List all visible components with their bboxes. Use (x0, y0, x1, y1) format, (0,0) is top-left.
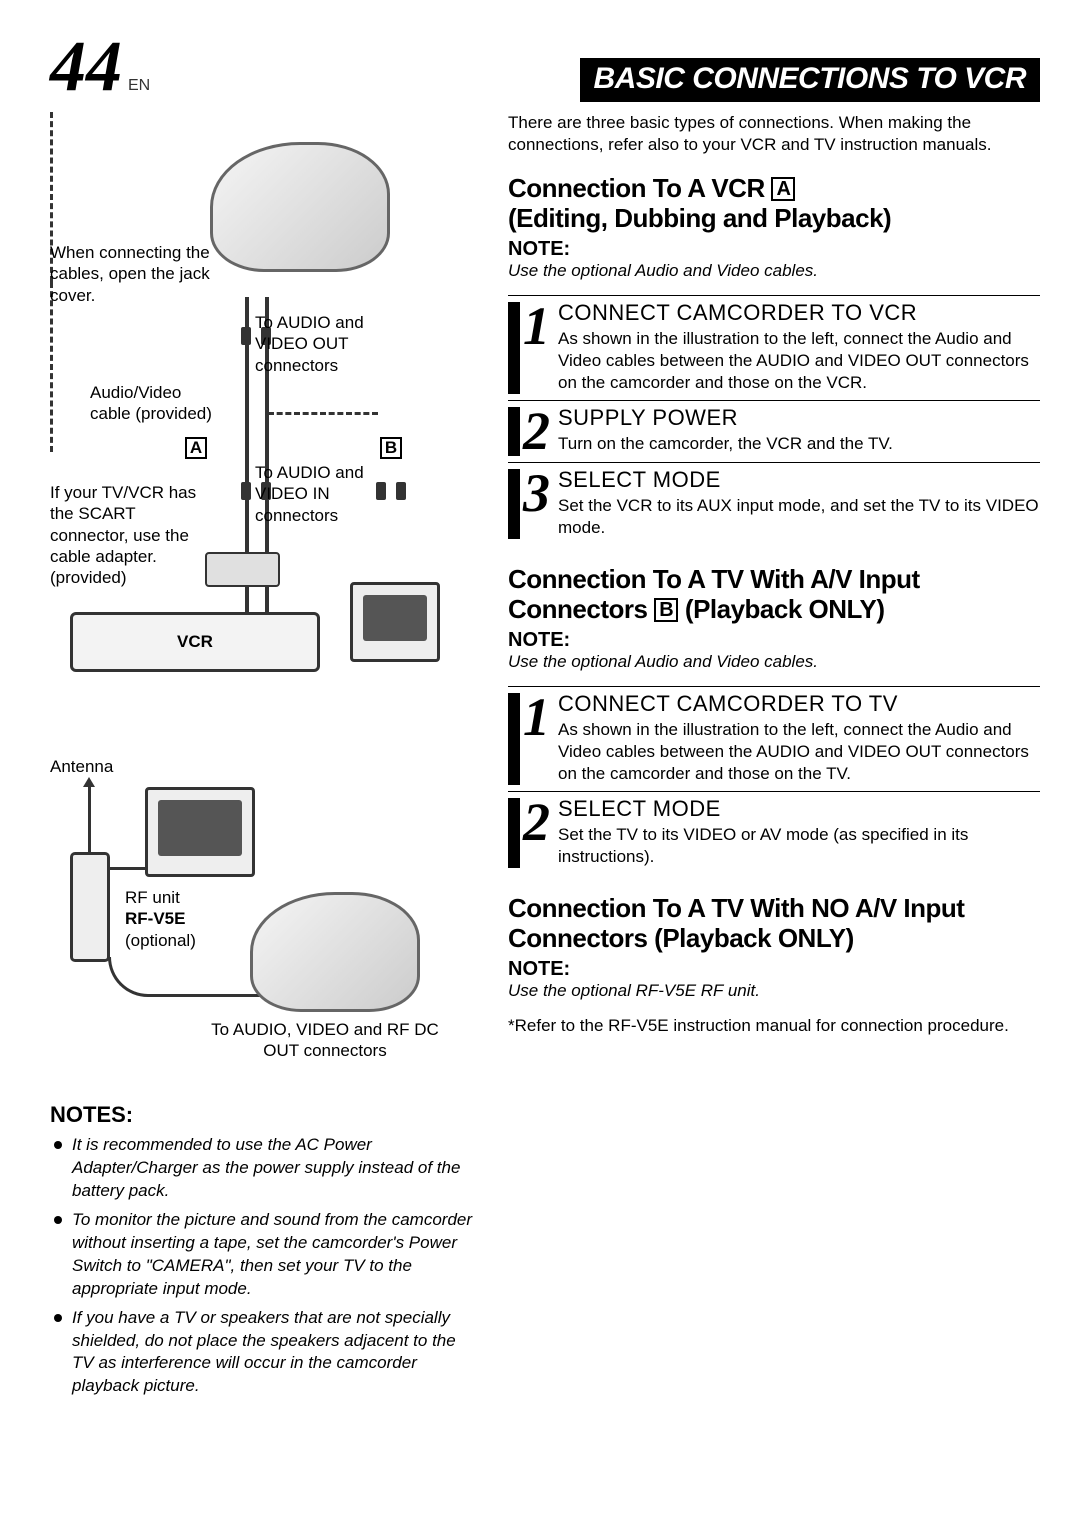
step-item: 1 CONNECT CAMCORDER TO VCR As shown in t… (508, 295, 1040, 394)
vcr-icon: VCR (70, 612, 320, 672)
cable-line (108, 867, 148, 870)
label-scart: If your TV/VCR has the SCART connector, … (50, 482, 215, 588)
step-item: 2 SELECT MODE Set the TV to its VIDEO or… (508, 791, 1040, 868)
note-body: Use the optional Audio and Video cables. (508, 261, 1040, 281)
heading-sub: (Editing, Dubbing and Playback) (508, 203, 891, 233)
camcorder-icon (200, 122, 400, 292)
step-content: SUPPLY POWER Turn on the camcorder, the … (552, 405, 1040, 456)
label-rf-unit: RF unit RF-V5E (optional) (125, 887, 196, 951)
connector-icon (396, 482, 406, 500)
heading-box-a: A (771, 177, 795, 201)
note-label: NOTE: (508, 238, 1040, 261)
note-item: It is recommended to use the AC Power Ad… (50, 1134, 480, 1203)
step-number: 1 (508, 693, 552, 785)
page-number: 44 EN (50, 30, 150, 102)
scart-adapter-icon (205, 552, 280, 587)
title-banner: BASIC CONNECTIONS TO VCR (580, 58, 1040, 102)
label-av-in: To AUDIO and VIDEO IN connectors (255, 462, 375, 526)
label-box-a: A (185, 437, 207, 459)
step-title: SUPPLY POWER (558, 405, 1040, 431)
connector-icon (376, 482, 386, 500)
content-columns: When connecting the cables, open the jac… (0, 112, 1080, 1404)
vcr-label: VCR (177, 632, 213, 652)
label-box-b: B (380, 437, 402, 459)
label-rf-connectors: To AUDIO, VIDEO and RF DC OUT connectors (205, 1019, 445, 1062)
step-content: CONNECT CAMCORDER TO TV As shown in the … (552, 691, 1040, 785)
note-item: If you have a TV or speakers that are no… (50, 1307, 480, 1399)
step-title: CONNECT CAMCORDER TO TV (558, 691, 1040, 717)
page-lang: EN (128, 77, 150, 95)
intro-paragraph: There are three basic types of connectio… (508, 112, 1040, 156)
step-item: 3 SELECT MODE Set the VCR to its AUX inp… (508, 462, 1040, 539)
label-av-out: To AUDIO and VIDEO OUT connectors (255, 312, 415, 376)
note-label: NOTE: (508, 629, 1040, 652)
note-body: Use the optional Audio and Video cables. (508, 652, 1040, 672)
step-title: SELECT MODE (558, 467, 1040, 493)
step-content: SELECT MODE Set the VCR to its AUX input… (552, 467, 1040, 539)
camcorder-icon (250, 892, 420, 1012)
section-b-heading: Connection To A TV With A/V Input Connec… (508, 565, 1040, 625)
step-number: 2 (508, 407, 552, 456)
footnote: *Refer to the RF-V5E instruction manual … (508, 1015, 1040, 1037)
note-body: Use the optional RF-V5E RF unit. (508, 981, 1040, 1001)
page-header: 44 EN BASIC CONNECTIONS TO VCR (0, 0, 1080, 112)
heading-box-b: B (654, 598, 678, 622)
rf-unit-model: RF-V5E (125, 909, 185, 928)
notes-heading: NOTES: (50, 1102, 480, 1128)
connector-icon (241, 482, 251, 500)
connector-icon (241, 327, 251, 345)
label-antenna: Antenna (50, 757, 113, 777)
step-title: SELECT MODE (558, 796, 1040, 822)
section-a-heading: Connection To A VCR A (Editing, Dubbing … (508, 174, 1040, 234)
step-body: Turn on the camcorder, the VCR and the T… (558, 433, 1040, 455)
step-title: CONNECT CAMCORDER TO VCR (558, 300, 1040, 326)
tv-icon (145, 787, 255, 877)
cable-dashed (268, 412, 378, 415)
step-body: Set the TV to its VIDEO or AV mode (as s… (558, 824, 1040, 868)
note-label: NOTE: (508, 958, 1040, 981)
label-av-cable: Audio/Video cable (provided) (90, 382, 220, 425)
step-content: CONNECT CAMCORDER TO VCR As shown in the… (552, 300, 1040, 394)
step-item: 1 CONNECT CAMCORDER TO TV As shown in th… (508, 686, 1040, 785)
step-body: As shown in the illustration to the left… (558, 328, 1040, 394)
step-body: As shown in the illustration to the left… (558, 719, 1040, 785)
step-body: Set the VCR to its AUX input mode, and s… (558, 495, 1040, 539)
tv-icon (350, 582, 440, 662)
diagram-rf-connection: Antenna RF unit RF-V5E (optional) To AUD… (50, 757, 480, 1072)
cable-dashed (50, 282, 53, 452)
right-column: There are three basic types of connectio… (508, 112, 1040, 1404)
left-column: When connecting the cables, open the jac… (50, 112, 480, 1404)
note-item: To monitor the picture and sound from th… (50, 1209, 480, 1301)
page-number-value: 44 (50, 30, 122, 102)
step-content: SELECT MODE Set the TV to its VIDEO or A… (552, 796, 1040, 868)
heading-after: (Playback ONLY) (678, 594, 884, 624)
rf-unit-optional: (optional) (125, 931, 196, 950)
step-number: 3 (508, 469, 552, 539)
label-open-jack: When connecting the cables, open the jac… (50, 242, 220, 306)
notes-list: It is recommended to use the AC Power Ad… (50, 1134, 480, 1398)
section-c-heading: Connection To A TV With NO A/V Input Con… (508, 894, 1040, 954)
rf-unit-icon (70, 852, 110, 962)
rf-unit-name: RF unit (125, 888, 180, 907)
heading-text: Connection To A VCR (508, 173, 771, 203)
diagram-vcr-connection: When connecting the cables, open the jac… (50, 112, 480, 742)
antenna-line (88, 785, 91, 855)
step-number: 2 (508, 798, 552, 868)
step-number: 1 (508, 302, 552, 394)
step-item: 2 SUPPLY POWER Turn on the camcorder, th… (508, 400, 1040, 456)
cable-line (108, 957, 268, 997)
